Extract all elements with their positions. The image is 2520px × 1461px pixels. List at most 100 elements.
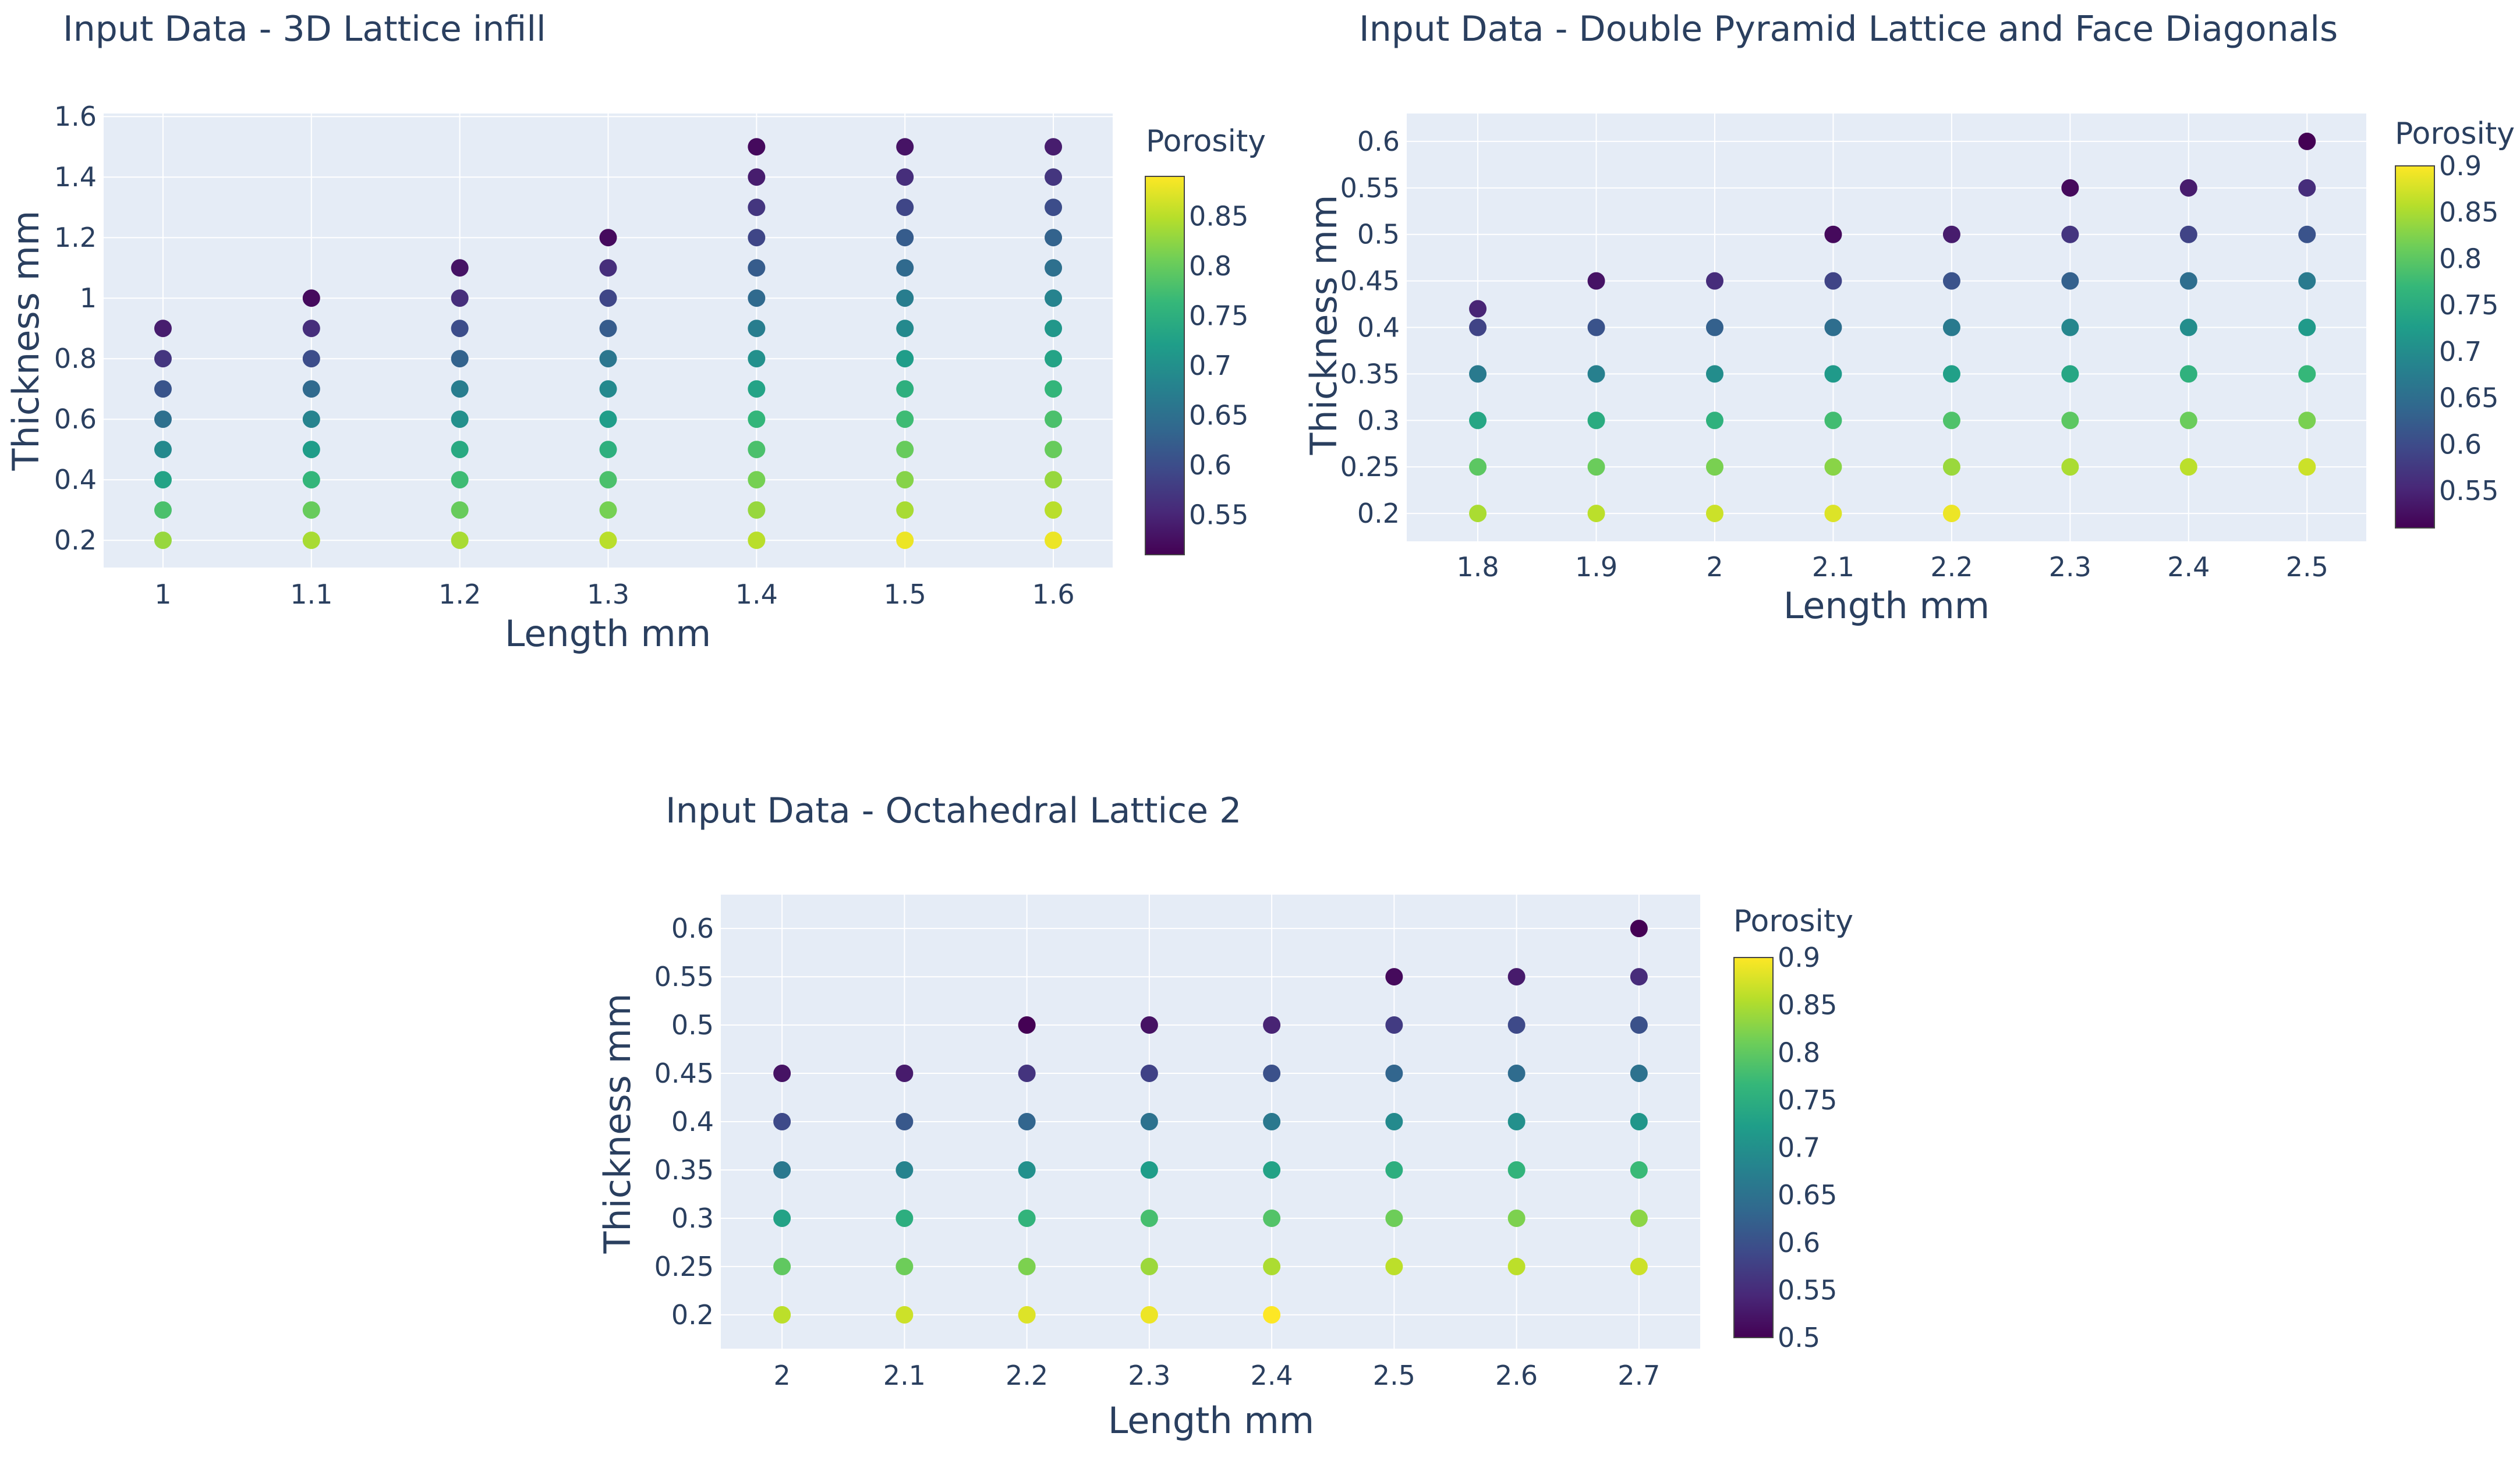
colorbar [1145,176,1185,555]
data-point [1630,1161,1648,1179]
y-tick-label: 0.55 [654,961,714,992]
y-tick-label: 0.35 [1340,358,1400,389]
data-point [451,259,469,277]
data-point [1469,318,1487,336]
chart-3d-lattice-infill: Input Data - 3D Lattice infill 0.2 0.4 0.6… [5,9,1266,655]
colorbar-tick-label: 0.5 [1778,1322,1820,1353]
data-point [748,259,766,277]
data-point [1942,458,1960,476]
data-point [451,320,469,338]
data-point [1507,1209,1526,1227]
data-point [154,501,172,519]
data-point [1385,1016,1403,1034]
data-point [1018,1113,1036,1130]
data-point [302,320,320,338]
data-point [599,380,617,398]
y-tick-label: 0.35 [654,1154,714,1186]
data-point [1045,410,1063,428]
data-point [599,350,617,368]
data-point [302,289,320,307]
data-point [1705,458,1723,476]
chart-title: Input Data - 3D Lattice infill [63,9,546,49]
y-tick-label: 0.45 [1340,265,1400,297]
x-tick-label: 2 [1706,551,1723,583]
data-point [773,1209,791,1227]
data-point [1942,505,1960,523]
y-axis-label: Thickness mm [5,211,47,471]
data-point [451,501,469,519]
data-point [896,1113,914,1130]
data-point [154,380,172,398]
data-point [451,380,469,398]
y-tick-label: 0.4 [1357,312,1400,343]
chart-title: Input Data - Double Pyramid Lattice and … [1359,9,2338,49]
data-point [1469,412,1487,430]
data-point [748,471,766,489]
y-tick-labels: 0.2 0.4 0.6 0.8 1 1.2 1.4 1.6 [54,101,97,556]
data-point [1630,1113,1648,1130]
y-axis-label: Thickness mm [1303,195,1345,456]
data-point [1045,289,1063,307]
data-point [2061,458,2079,476]
data-point [2061,179,2079,197]
data-point [154,410,172,428]
data-point [2061,318,2079,336]
data-point [2061,365,2079,383]
data-point [1045,138,1063,156]
y-tick-label: 0.25 [1340,451,1400,483]
data-point [1824,318,1842,336]
data-point [1942,318,1960,336]
data-point [1140,1306,1158,1324]
data-point [1507,1161,1526,1179]
data-point [1045,380,1063,398]
x-tick-labels: 2 2.1 2.2 2.3 2.4 2.5 2.6 2.7 [773,1360,1660,1391]
x-tick-label: 1.1 [290,579,332,610]
data-point [896,531,914,549]
data-point [1263,1306,1281,1324]
x-tick-label: 2.7 [1618,1360,1660,1391]
data-point [2179,225,2197,243]
data-point [1018,1016,1036,1034]
data-point [1587,318,1605,336]
y-tick-label: 0.2 [671,1299,714,1331]
data-point [748,320,766,338]
colorbar-tick-label: 0.7 [2439,336,2482,367]
data-point [1824,225,1842,243]
colorbar-tick-label: 0.65 [2439,382,2498,414]
data-point [896,410,914,428]
data-point [1824,272,1842,290]
data-point [1587,505,1605,523]
scatter-points [154,138,1063,549]
y-tick-label: 1 [80,282,97,314]
data-point [1942,365,1960,383]
data-point [748,531,766,549]
data-point [1018,1257,1036,1275]
colorbar-tick-label: 0.65 [1778,1179,1837,1211]
data-point [1385,1209,1403,1227]
data-point [302,501,320,519]
data-point [748,229,766,247]
data-point [1824,365,1842,383]
colorbar-tick-label: 0.75 [1189,300,1248,331]
data-point [1140,1113,1158,1130]
data-point [896,380,914,398]
data-point [451,531,469,549]
data-point [896,1306,914,1324]
data-point [1140,1257,1158,1275]
data-point [896,1065,914,1083]
data-point [896,289,914,307]
data-point [1507,968,1526,986]
x-tick-label: 1.8 [1456,551,1499,583]
data-point [896,501,914,519]
x-tick-label: 1.2 [438,579,481,610]
data-point [896,1209,914,1227]
data-point [154,350,172,368]
data-point [896,198,914,217]
x-tick-label: 2.5 [2286,551,2328,583]
y-tick-labels: 0.2 0.25 0.3 0.35 0.4 0.45 0.5 0.55 0.6 [1340,126,1400,529]
data-point [1507,1257,1526,1275]
data-point [748,410,766,428]
data-point [1045,198,1063,217]
data-point [2061,272,2079,290]
data-point [1140,1209,1158,1227]
